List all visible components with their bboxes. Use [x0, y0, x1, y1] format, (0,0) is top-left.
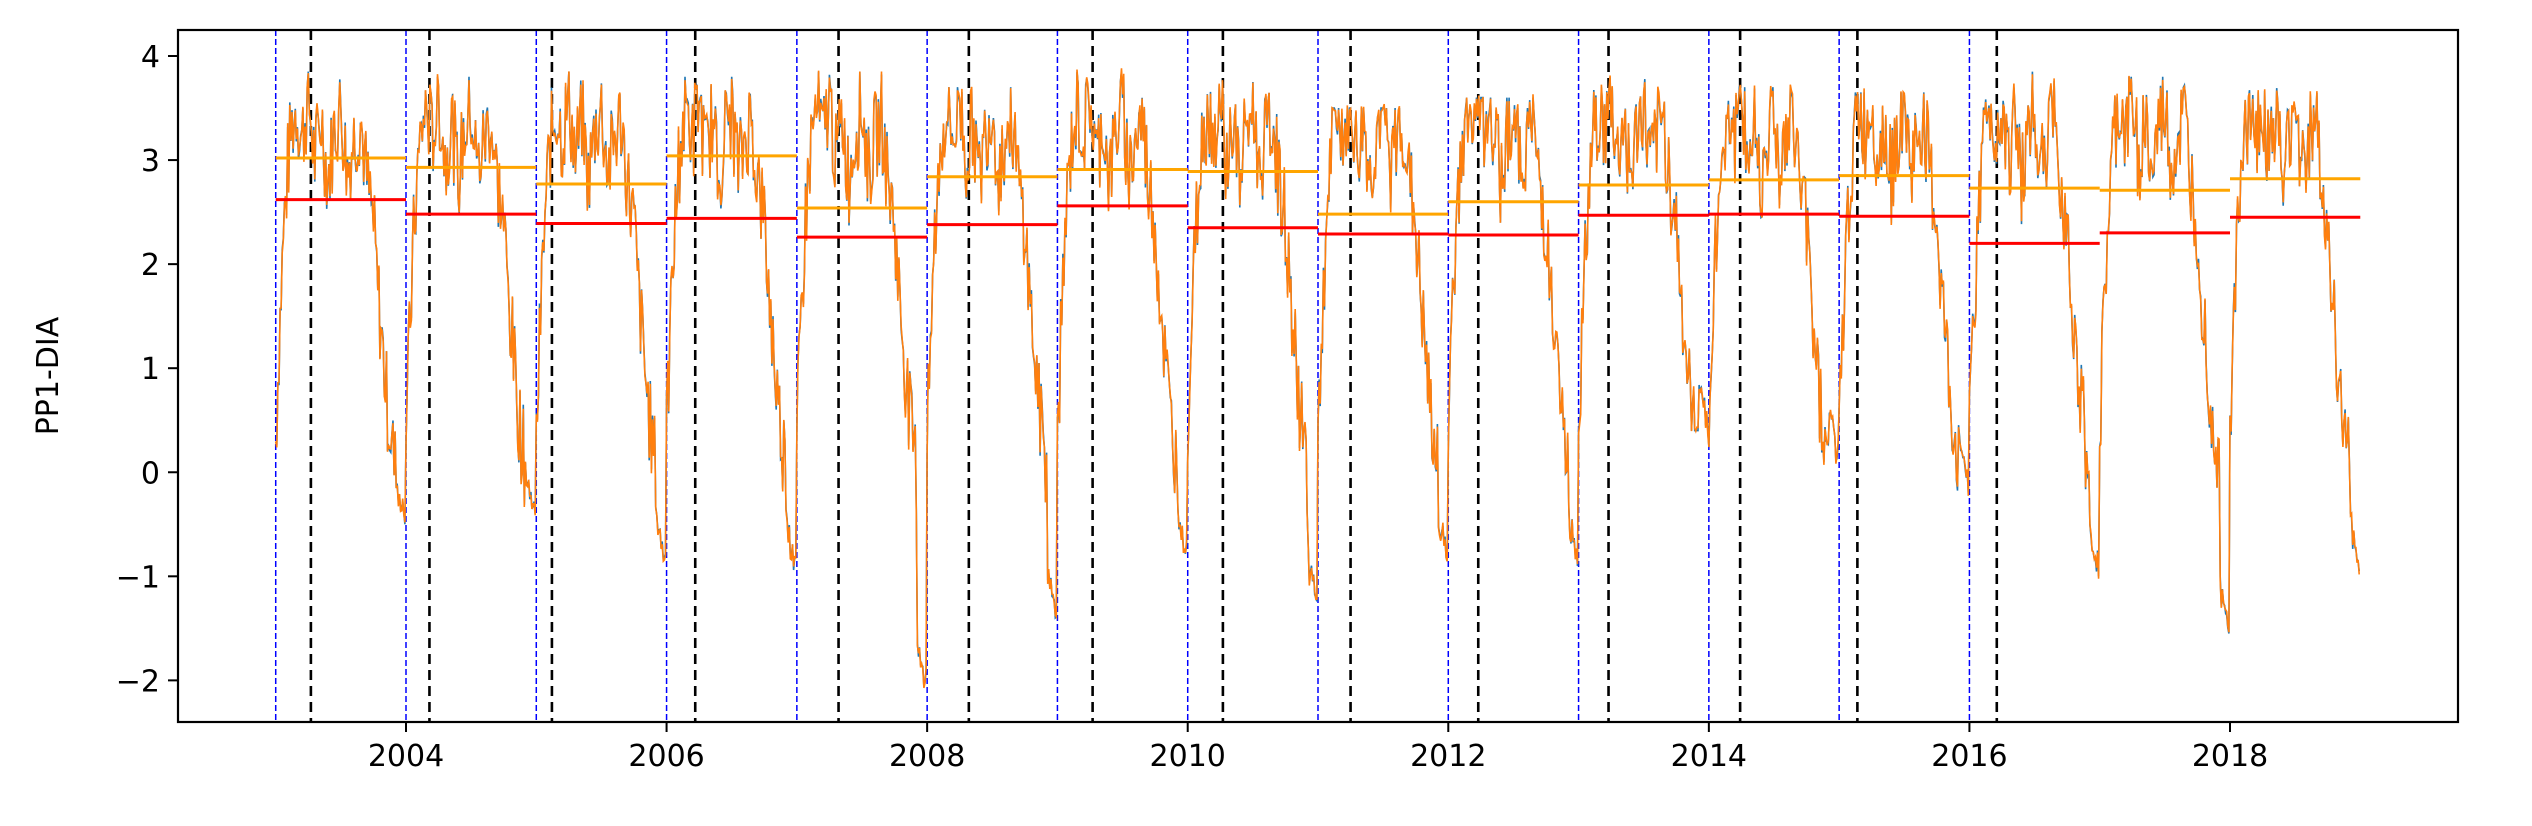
series-lines	[274, 68, 2360, 689]
axes: 2004 2006 2008 2010 2012 2014 2016 2018 −2 −1 0 1 2 3…	[116, 40, 2268, 774]
y-tick-label: 3	[141, 144, 160, 179]
plot-frame	[176, 28, 2460, 724]
y-tick-label: 0	[141, 456, 160, 491]
x-tick-label: 2016	[1931, 739, 2007, 774]
y-tick-label: −1	[116, 560, 160, 595]
x-tick-label: 2018	[2192, 739, 2268, 774]
x-tick-label: 2014	[1671, 739, 1747, 774]
annual-stat-lines	[275, 154, 2361, 245]
x-tick-label: 2010	[1150, 739, 1226, 774]
x-tick-label: 2006	[628, 739, 704, 774]
x-tick-label: 2008	[889, 739, 965, 774]
y-tick-label: −2	[116, 664, 160, 699]
y-tick-label: 2	[141, 248, 160, 283]
y-tick-label: 1	[141, 352, 160, 387]
event-marker-lines	[309, 30, 1999, 722]
x-tick-label: 2004	[368, 739, 444, 774]
series-line-orange	[274, 68, 2360, 689]
y-axis-label: PP1-DIA	[31, 316, 66, 435]
y-tick-label: 4	[141, 40, 160, 75]
x-tick-label: 2012	[1410, 739, 1486, 774]
